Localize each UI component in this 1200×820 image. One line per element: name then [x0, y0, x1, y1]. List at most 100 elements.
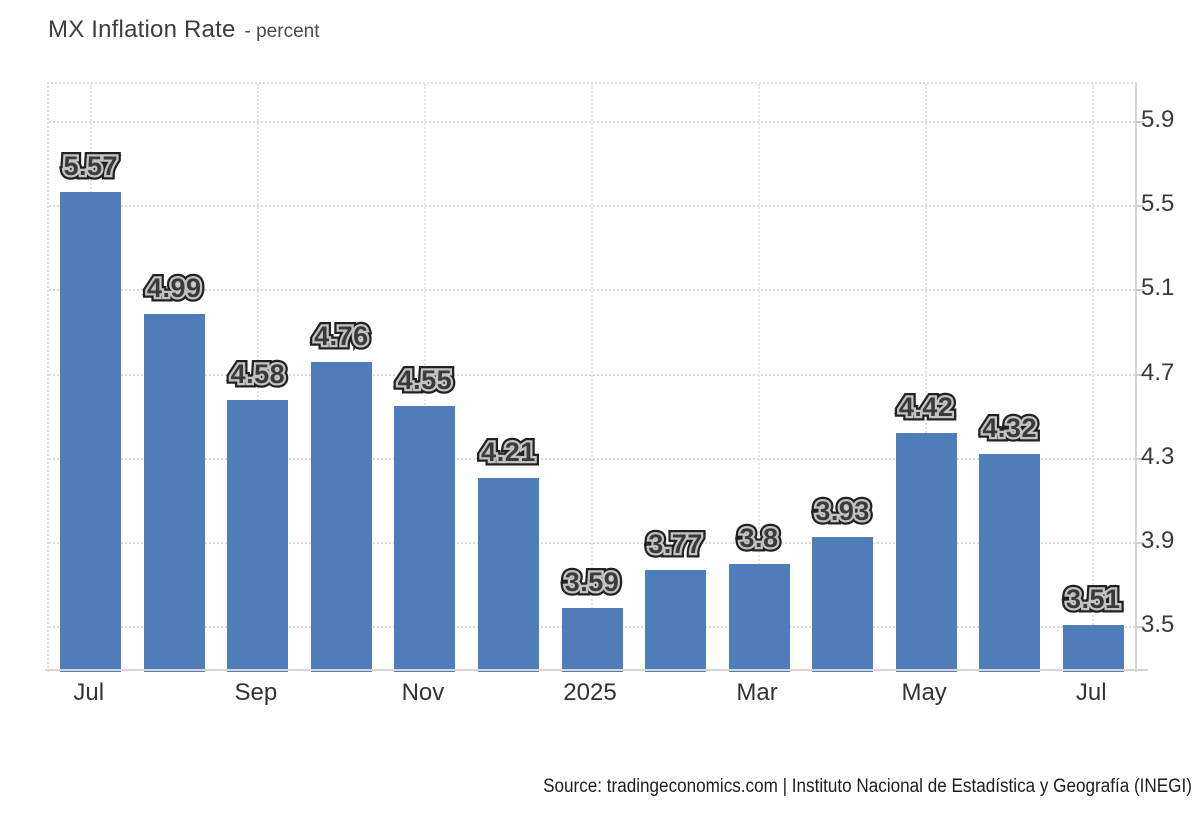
bar-jul[interactable]	[60, 191, 122, 672]
bar-value-text: 4.58	[228, 357, 287, 392]
bar-oct[interactable]	[310, 361, 372, 672]
bar-value-text: 3.77	[646, 527, 705, 562]
x-tick-label: May	[901, 679, 947, 706]
y-tick-label: 5.5	[1141, 190, 1175, 218]
y-tick-label: 4.3	[1141, 442, 1175, 470]
bar-value-text: 3.93	[813, 493, 872, 528]
chart-title: MX Inflation Rate	[48, 16, 236, 43]
x-axis: Jul Sep Nov 2025 Mar May Jul	[47, 679, 1133, 709]
bar-value-label: 3.59 3.59 3.59	[560, 563, 623, 602]
y-tick-mark	[1135, 625, 1144, 628]
bar-value-text: 4.32	[978, 409, 1041, 448]
bar-value-text: 4.55	[397, 365, 453, 396]
bar-value-text: 4.42	[897, 390, 956, 425]
bar-value-text: 4.21	[481, 436, 536, 467]
bar-value-text: 3.51	[1064, 582, 1123, 617]
bar-value-text: 4.32	[980, 411, 1039, 446]
bar-value-text: 4.58	[230, 358, 286, 389]
bar-feb[interactable]	[645, 570, 707, 672]
bar-value-label: 4.42 4.42 4.42	[894, 388, 957, 427]
bar-value-text: 3.51	[1065, 583, 1121, 614]
x-tick-label: Mar	[736, 679, 778, 706]
y-tick-mark	[1135, 121, 1144, 124]
x-tick-label: Nov	[401, 679, 445, 706]
source-attribution: Source: tradingeconomics.com | Instituto…	[543, 776, 1192, 797]
y-tick-label: 4.7	[1141, 358, 1175, 386]
bar-value-text: 3.51	[1061, 579, 1124, 618]
bar-value-label: 3.51 3.51 3.51	[1061, 579, 1124, 618]
bar-value-text: 3.59	[564, 567, 620, 598]
y-tick-label: 5.1	[1141, 274, 1175, 302]
x-gridline	[925, 84, 928, 672]
bar-value-label: 4.21 4.21 4.21	[477, 432, 540, 471]
bar-value-label: 3.93 3.93 3.93	[811, 491, 874, 530]
bar-jul[interactable]	[1062, 624, 1124, 672]
bar-value-text: 4.76	[312, 319, 371, 354]
bar-value-text: 4.32	[982, 413, 1037, 444]
chart-header: MX Inflation Rate - percent	[48, 16, 319, 44]
bar-value-label: 4.32 4.32 4.32	[978, 409, 1041, 448]
bar-value-text: 4.42	[894, 388, 957, 427]
bar-value-text: 4.55	[395, 363, 454, 398]
bar-value-label: 3.8 3.8 3.8	[735, 518, 783, 557]
bar-value-text: 4.76	[314, 320, 369, 351]
bar-value-label: 4.58 4.58 4.58	[226, 354, 289, 393]
bar-value-label: 5.57 5.57 5.57	[59, 146, 122, 185]
bar-value-text: 3.93	[815, 495, 870, 526]
x-gridline	[591, 84, 593, 672]
bar-value-text: 4.99	[145, 270, 204, 305]
bar-value-text: 5.57	[59, 146, 122, 185]
bar-value-text: 4.42	[898, 392, 954, 423]
bar-value-text: 3.59	[562, 565, 621, 600]
bar-value-text: 4.21	[479, 434, 538, 469]
x-gridline	[1092, 84, 1095, 672]
bar-value-text: 3.93	[811, 491, 874, 530]
bar-nov[interactable]	[394, 406, 456, 672]
bar-value-text: 3.77	[648, 529, 703, 560]
bar-2025[interactable]	[561, 608, 623, 672]
x-tick-label: Jul	[1075, 679, 1107, 706]
bar-value-text: 4.99	[143, 268, 206, 307]
x-gridline	[758, 84, 761, 672]
y-tick-label: 3.9	[1141, 526, 1175, 554]
y-axis: 5.9 5.5 5.1 4.7 4.3 3.9 3.5	[1141, 82, 1200, 670]
x-tick-label: Sep	[234, 679, 278, 706]
bar-value-label: 4.76 4.76 4.76	[310, 316, 373, 355]
bar-value-label: 4.55 4.55 4.55	[393, 361, 456, 400]
y-tick-mark	[1135, 205, 1144, 208]
x-axis-line	[45, 669, 1148, 671]
bar-value-text: 3.8	[739, 522, 779, 553]
x-gridline	[256, 84, 259, 672]
bar-aug[interactable]	[143, 313, 205, 672]
bar-value-text: 5.57	[61, 148, 120, 183]
bar-value-text: 3.8	[735, 518, 783, 557]
bar-value-text: 4.21	[477, 432, 540, 471]
bar-value-text: 4.58	[226, 354, 289, 393]
chart-subtitle: - percent	[244, 21, 320, 42]
bar-value-label: 3.77 3.77 3.77	[644, 525, 707, 564]
bar-sep[interactable]	[227, 399, 289, 672]
bar-mar[interactable]	[728, 563, 790, 672]
y-tick-mark	[1135, 373, 1144, 376]
y-tick-mark	[1135, 289, 1144, 292]
bar-dec[interactable]	[477, 477, 539, 672]
bar-may[interactable]	[895, 433, 957, 672]
x-tick-label: Jul	[73, 679, 105, 706]
bar-value-text: 3.77	[644, 525, 707, 564]
bar-value-text: 4.55	[393, 361, 456, 400]
bar-value-text: 4.76	[310, 316, 373, 355]
bar-value-text: 3.8	[737, 521, 780, 556]
y-tick-mark	[1135, 541, 1144, 544]
bar-apr[interactable]	[812, 536, 874, 672]
x-tick-label: 2025	[563, 679, 617, 706]
y-tick-label: 3.5	[1141, 610, 1175, 638]
x-gridline	[423, 84, 426, 672]
bar-value-text: 4.99	[147, 272, 202, 303]
bar-value-text: 3.59	[560, 563, 623, 602]
plot-area[interactable]: 5.57 5.57 5.57 4.99 4.99 4.99 4.58 4.58 4.58 4.76…	[47, 82, 1144, 672]
y-tick-mark	[1135, 457, 1144, 460]
y-tick-label: 5.9	[1141, 106, 1175, 134]
bar-value-text: 5.57	[63, 150, 119, 181]
bar-jun[interactable]	[979, 454, 1041, 672]
